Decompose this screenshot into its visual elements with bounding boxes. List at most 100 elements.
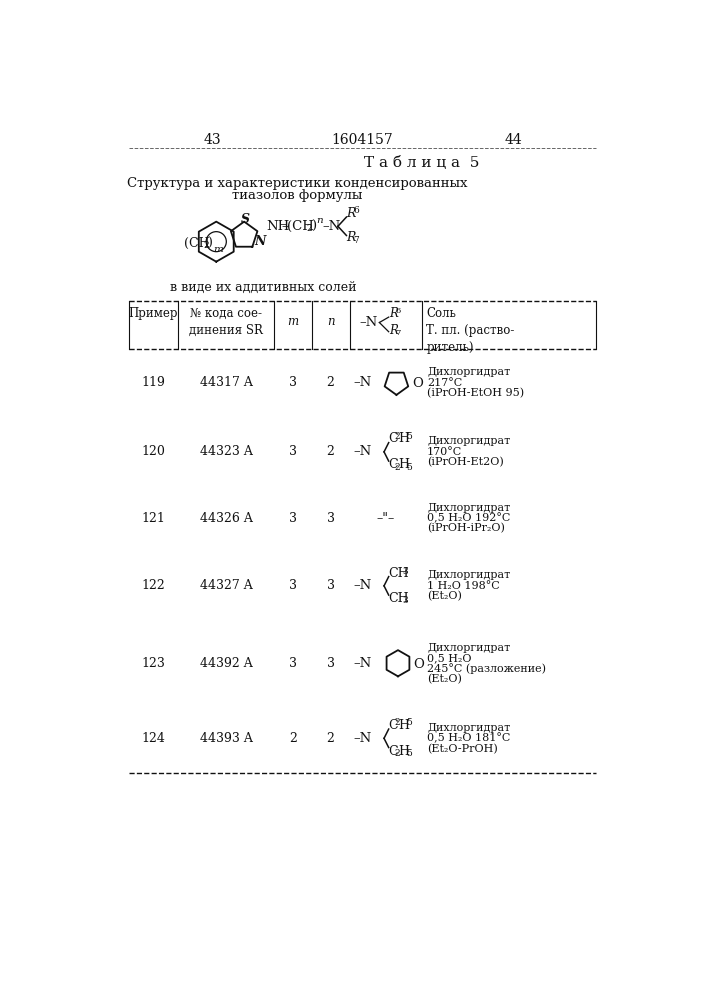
Text: –N: –N bbox=[354, 657, 372, 670]
Text: 3: 3 bbox=[289, 579, 297, 592]
Text: –"–: –"– bbox=[376, 512, 395, 525]
Text: 44: 44 bbox=[504, 133, 522, 147]
Text: Дихлоргидрат: Дихлоргидрат bbox=[427, 436, 510, 446]
Text: 44393 A: 44393 A bbox=[199, 732, 252, 745]
Text: 5: 5 bbox=[406, 718, 411, 727]
Text: (iPrOH-Et2O): (iPrOH-Et2O) bbox=[427, 457, 504, 467]
Text: 2: 2 bbox=[289, 732, 297, 745]
Text: 2: 2 bbox=[327, 445, 334, 458]
Text: –N: –N bbox=[354, 732, 372, 745]
Text: Т а б л и ц а  5: Т а б л и ц а 5 bbox=[364, 156, 479, 170]
Text: в виде их аддитивных солей: в виде их аддитивных солей bbox=[170, 281, 356, 294]
Text: O: O bbox=[412, 377, 423, 390]
Text: 43: 43 bbox=[204, 133, 221, 147]
Text: 245°C (разложение): 245°C (разложение) bbox=[427, 663, 546, 674]
Text: Дихлоргидрат: Дихлоргидрат bbox=[427, 723, 510, 733]
Text: 2: 2 bbox=[203, 241, 209, 250]
Text: Пример: Пример bbox=[129, 307, 178, 320]
Text: C: C bbox=[389, 719, 398, 732]
Text: 1604157: 1604157 bbox=[331, 133, 393, 147]
Text: H: H bbox=[399, 458, 410, 471]
Text: Дихлоргидрат: Дихлоргидрат bbox=[427, 367, 510, 377]
Text: –N: –N bbox=[354, 579, 372, 592]
Text: ): ) bbox=[207, 237, 212, 250]
Text: Дихлоргидрат: Дихлоргидрат bbox=[427, 643, 510, 653]
Text: 3: 3 bbox=[289, 445, 297, 458]
Text: (iPrOH-EtOH 95): (iPrOH-EtOH 95) bbox=[427, 388, 524, 398]
Text: 170°C: 170°C bbox=[427, 447, 462, 457]
Text: 123: 123 bbox=[141, 657, 165, 670]
Text: 120: 120 bbox=[141, 445, 165, 458]
Text: C: C bbox=[389, 458, 398, 471]
Text: 2: 2 bbox=[395, 718, 400, 727]
Text: 3: 3 bbox=[327, 512, 334, 525]
Text: (CH: (CH bbox=[184, 237, 209, 250]
Text: C: C bbox=[389, 432, 398, 445]
Text: (Et₂O): (Et₂O) bbox=[427, 591, 462, 601]
Text: 3: 3 bbox=[327, 579, 334, 592]
Text: n: n bbox=[316, 216, 323, 225]
Text: 5: 5 bbox=[406, 749, 411, 758]
Text: 0,5 H₂O: 0,5 H₂O bbox=[427, 653, 472, 663]
Text: O: O bbox=[414, 658, 424, 671]
Text: NH: NH bbox=[266, 220, 289, 233]
Text: 2: 2 bbox=[327, 376, 334, 389]
Text: 2: 2 bbox=[395, 463, 400, 472]
Text: C: C bbox=[389, 745, 398, 758]
Text: R: R bbox=[389, 324, 397, 337]
Text: 121: 121 bbox=[141, 512, 165, 525]
Text: H: H bbox=[399, 745, 410, 758]
Text: 1 H₂O 198°C: 1 H₂O 198°C bbox=[427, 581, 500, 591]
Text: n: n bbox=[327, 315, 334, 328]
Text: H: H bbox=[399, 719, 410, 732]
Text: 119: 119 bbox=[141, 376, 165, 389]
Text: –N: –N bbox=[354, 445, 372, 458]
Text: R: R bbox=[346, 231, 356, 244]
Text: (Et₂O-PrOH): (Et₂O-PrOH) bbox=[427, 744, 498, 754]
Text: H: H bbox=[399, 432, 410, 445]
Text: 44317 A: 44317 A bbox=[199, 376, 252, 389]
Text: 6: 6 bbox=[354, 206, 359, 215]
Text: CH: CH bbox=[389, 567, 409, 580]
Text: S: S bbox=[241, 213, 250, 226]
Text: R: R bbox=[389, 307, 397, 320]
Text: 0,5 H₂O 181°C: 0,5 H₂O 181°C bbox=[427, 733, 510, 744]
Text: –N: –N bbox=[322, 220, 341, 233]
Text: 44392 A: 44392 A bbox=[199, 657, 252, 670]
Text: Структура и характеристики конденсированных: Структура и характеристики конденсирован… bbox=[127, 177, 468, 190]
Text: 122: 122 bbox=[141, 579, 165, 592]
Text: 2: 2 bbox=[395, 749, 400, 758]
Text: m: m bbox=[288, 315, 298, 328]
Text: N: N bbox=[254, 235, 265, 248]
Text: 44326 A: 44326 A bbox=[199, 512, 252, 525]
Text: 3: 3 bbox=[327, 657, 334, 670]
Text: 3: 3 bbox=[403, 596, 408, 605]
Text: 3: 3 bbox=[289, 376, 297, 389]
Text: m: m bbox=[213, 245, 223, 254]
Text: (CH: (CH bbox=[287, 220, 314, 233]
Text: Дихлоргидрат: Дихлоргидрат bbox=[427, 570, 510, 580]
Text: 2: 2 bbox=[327, 732, 334, 745]
Text: тиазолов формулы: тиазолов формулы bbox=[233, 189, 363, 202]
Text: 5: 5 bbox=[406, 432, 411, 441]
Text: 3: 3 bbox=[289, 512, 297, 525]
Text: Дихлоргидрат: Дихлоргидрат bbox=[427, 503, 510, 513]
Text: Соль
Т. пл. (раство-
ритель): Соль Т. пл. (раство- ритель) bbox=[426, 307, 515, 354]
Text: 7: 7 bbox=[354, 236, 359, 245]
Text: 44327 A: 44327 A bbox=[199, 579, 252, 592]
Text: –: – bbox=[281, 220, 288, 233]
Text: 44323 A: 44323 A bbox=[199, 445, 252, 458]
Text: (Et₂O): (Et₂O) bbox=[427, 674, 462, 684]
Text: 5: 5 bbox=[406, 463, 411, 472]
Text: 7: 7 bbox=[396, 329, 401, 337]
Text: –N: –N bbox=[360, 316, 378, 329]
Text: R: R bbox=[346, 207, 356, 220]
Text: –N: –N bbox=[354, 376, 372, 389]
Text: CH: CH bbox=[389, 592, 409, 605]
Text: ): ) bbox=[311, 220, 316, 233]
Text: 217°C: 217°C bbox=[427, 378, 462, 388]
Text: 2: 2 bbox=[307, 224, 312, 233]
Text: 2: 2 bbox=[395, 432, 400, 441]
Text: 3: 3 bbox=[403, 567, 408, 576]
Text: № кода сое-
динения SR: № кода сое- динения SR bbox=[189, 307, 263, 337]
